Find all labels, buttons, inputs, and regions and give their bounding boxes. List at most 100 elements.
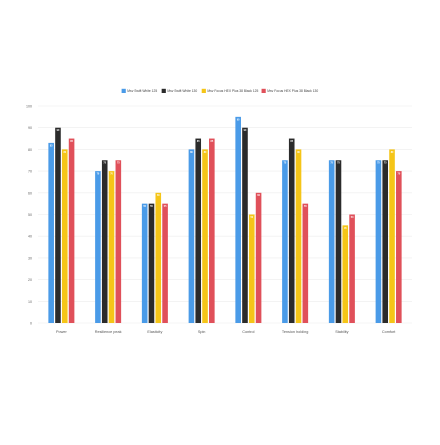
bar-value-label: 80 <box>391 151 394 154</box>
bar <box>61 149 68 323</box>
bar <box>209 138 215 323</box>
bar <box>68 138 75 323</box>
bar-value-label: 90 <box>244 129 247 132</box>
bar <box>195 138 202 323</box>
y-tick-label: 40 <box>28 235 32 239</box>
legend-swatch <box>121 88 126 93</box>
bar-value-label: 85 <box>70 140 73 143</box>
y-tick-label: 20 <box>28 278 32 282</box>
legend-swatch <box>261 88 266 93</box>
x-tick-label: Control <box>242 330 254 334</box>
y-tick-label: 70 <box>28 170 32 174</box>
bar <box>396 171 402 323</box>
y-axis: 0 10 20 30 40 50 60 70 80 90 100 <box>26 105 32 326</box>
bar <box>328 160 335 323</box>
bar <box>349 214 355 323</box>
bar <box>95 171 101 323</box>
bar <box>375 160 382 323</box>
bar-value-label: 50 <box>250 216 253 219</box>
x-tick-label: Resilience peak <box>95 330 122 334</box>
bar-value-label: 60 <box>157 194 160 197</box>
bar-value-label: 75 <box>284 162 287 165</box>
bar <box>255 192 262 323</box>
bar-value-label: 45 <box>344 227 347 230</box>
bar-value-label: 60 <box>257 194 260 197</box>
legend-item: Msv Focus HEX Plus 38 Black 130 <box>261 88 318 93</box>
legend-item: Msv Swift White 125 <box>121 88 157 93</box>
x-tick-label: Power <box>56 330 67 334</box>
bar-value-label: 83 <box>50 144 53 147</box>
bar-value-label: 95 <box>237 118 240 121</box>
bar <box>302 203 309 323</box>
grid-lines <box>38 105 412 324</box>
bar <box>295 149 302 323</box>
x-tick-label: Tension holding <box>282 330 308 334</box>
y-tick-label: 60 <box>28 191 32 195</box>
bar <box>148 203 155 323</box>
bar-value-label: 70 <box>110 173 113 176</box>
legend-label: Msv Swift White 130 <box>167 89 197 93</box>
bar <box>202 149 208 323</box>
bar <box>248 214 255 323</box>
legend-item: Msv Swift White 130 <box>161 88 197 93</box>
bar-value-label: 75 <box>384 162 387 165</box>
bar <box>342 225 349 323</box>
bar-value-label: 85 <box>210 140 213 143</box>
bar-value-label: 55 <box>143 205 146 208</box>
x-tick-label: Comfort <box>382 330 396 334</box>
bar-value-label: 55 <box>304 205 307 208</box>
bar-value-label: 90 <box>57 129 60 132</box>
bar <box>162 203 168 323</box>
bar-value-label: 75 <box>103 162 106 165</box>
bar-value-label: 75 <box>117 162 120 165</box>
legend: Msv Swift White 125 Msv Swift White 130 Ms… <box>121 88 318 93</box>
legend-swatch <box>201 88 206 93</box>
y-tick-label: 80 <box>28 148 32 152</box>
x-tick-label: Stability <box>335 330 348 334</box>
bar <box>288 138 295 323</box>
bar-value-label: 55 <box>164 205 167 208</box>
bars: 83 90 80 85 70 75 70 75 55 55 60 55 80 85 80 85 95 90 50 60… <box>48 116 402 323</box>
bar <box>55 127 61 323</box>
bar <box>282 160 288 323</box>
y-tick-label: 30 <box>28 256 32 260</box>
bar <box>141 203 148 323</box>
bar <box>48 142 54 323</box>
bar <box>235 116 241 323</box>
legend-label: Msv Focus HEX Plus 38 Black 130 <box>267 89 318 93</box>
x-tick-label: Elasticity <box>147 330 162 334</box>
y-tick-label: 90 <box>28 126 32 130</box>
legend-label: Msv Swift White 125 <box>127 89 157 93</box>
bar <box>108 171 115 323</box>
bar-value-label: 50 <box>351 216 354 219</box>
bar-value-label: 55 <box>150 205 153 208</box>
bar-value-label: 85 <box>197 140 200 143</box>
x-axis: Power Resilience peak Elasticity Spin Contro… <box>56 330 396 334</box>
bar-value-label: 80 <box>63 151 66 154</box>
bar <box>155 192 162 323</box>
bar-value-label: 75 <box>330 162 333 165</box>
bar-value-label: 80 <box>204 151 207 154</box>
bar <box>335 160 342 323</box>
legend-label: Msv Focus HEX Plus 38 Black 125 <box>207 89 258 93</box>
bar <box>389 149 395 323</box>
bar <box>188 149 195 323</box>
bar-value-label: 75 <box>377 162 380 165</box>
bar-value-label: 80 <box>190 151 193 154</box>
y-tick-label: 50 <box>28 213 32 217</box>
bar <box>115 160 122 323</box>
bar-value-label: 80 <box>297 151 300 154</box>
y-tick-label: 0 <box>30 322 32 326</box>
y-tick-label: 100 <box>26 105 32 109</box>
bar <box>101 160 108 323</box>
bar-value-label: 75 <box>337 162 340 165</box>
bar-value-label: 85 <box>290 140 293 143</box>
bar <box>382 160 389 323</box>
x-tick-label: Spin <box>198 330 206 334</box>
bar-value-label: 70 <box>397 173 400 176</box>
legend-swatch <box>161 88 166 93</box>
legend-item: Msv Focus HEX Plus 38 Black 125 <box>201 88 259 93</box>
bar-value-label: 70 <box>97 173 100 176</box>
